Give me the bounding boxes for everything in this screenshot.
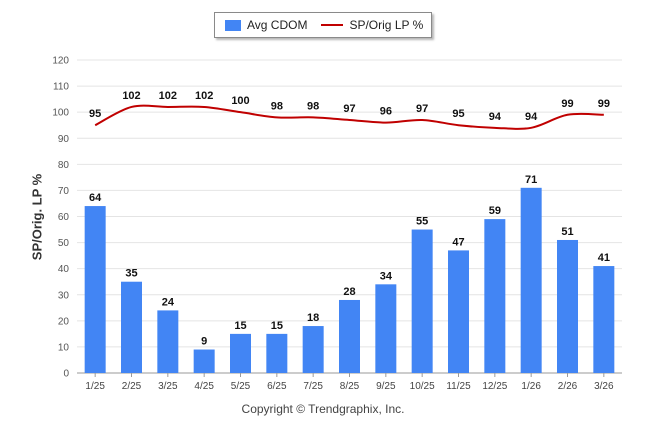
x-tick-label: 2/26	[558, 381, 578, 392]
line-series-path	[94, 104, 604, 130]
line-value-label: 94	[489, 111, 502, 123]
bar-value-label: 28	[343, 286, 355, 298]
line-value-label: 99	[561, 98, 573, 110]
line-value-label: 99	[598, 98, 610, 110]
line-value-label: 95	[89, 108, 101, 120]
y-tick-label: 90	[58, 134, 70, 145]
x-tick-label: 9/25	[376, 381, 396, 392]
bar-value-label: 15	[234, 320, 246, 332]
line-value-label: 96	[380, 106, 392, 118]
bar-value-label: 34	[380, 270, 393, 282]
legend-bar-swatch	[225, 19, 241, 31]
bar-value-label: 15	[271, 320, 283, 332]
bar	[84, 206, 106, 373]
bar-value-label: 9	[201, 336, 207, 348]
bar	[411, 229, 433, 373]
legend-item-line[interactable]: SP/Orig LP %	[307, 18, 423, 32]
bar	[557, 239, 578, 373]
bar-series	[84, 187, 615, 373]
line-value-label: 102	[122, 90, 140, 102]
y-tick-label: 0	[63, 369, 69, 380]
bar-value-label: 41	[598, 252, 610, 264]
y-tick-label: 70	[58, 186, 70, 197]
line-value-label: 98	[271, 100, 283, 112]
bar	[230, 333, 251, 373]
bar-value-label: 18	[307, 312, 319, 324]
y-tick-label: 120	[52, 56, 69, 67]
bar	[448, 250, 469, 373]
x-tick-label: 1/25	[85, 381, 105, 392]
y-axis-ticks: 0 10 20 30 40 50 60 70 80 90 100 110 120	[52, 56, 69, 380]
x-tick-label: 12/25	[482, 381, 507, 392]
x-tick-label: 3/26	[594, 381, 614, 392]
bar	[339, 299, 360, 373]
legend-line-label: SP/Orig LP %	[349, 18, 424, 32]
y-tick-label: 20	[58, 316, 70, 327]
legend-bar-label: Avg CDOM	[247, 18, 308, 32]
x-tick-label: 11/25	[446, 381, 471, 392]
x-tick-label: 4/25	[194, 381, 214, 392]
bar-data-labels: 64 35 24 9 15 15 18 28 34 55 47 59 71 51 41	[89, 174, 610, 348]
bar	[157, 310, 179, 373]
bar	[375, 284, 397, 373]
line-series	[94, 104, 604, 130]
line-value-label: 102	[159, 90, 177, 102]
x-tick-label: 3/25	[158, 381, 178, 392]
legend-item-bar[interactable]: Avg CDOM	[215, 18, 307, 32]
bar-value-label: 55	[416, 216, 428, 228]
y-tick-label: 110	[53, 82, 69, 93]
legend: Avg CDOM SP/Orig LP %	[214, 12, 432, 38]
bar-value-label: 51	[561, 226, 573, 238]
x-tick-label: 1/26	[521, 381, 541, 392]
bar-value-label: 47	[452, 236, 464, 248]
line-value-label: 102	[195, 90, 213, 102]
x-tick-label: 5/25	[231, 381, 251, 392]
bar-value-label: 64	[89, 192, 102, 204]
line-value-label: 94	[525, 111, 538, 123]
bar	[484, 219, 506, 373]
bar	[302, 326, 324, 373]
y-tick-label: 40	[58, 264, 70, 275]
y-tick-label: 100	[52, 108, 69, 119]
x-tick-label: 2/25	[122, 381, 142, 392]
y-axis-label: SP/Orig. LP %	[29, 173, 45, 261]
line-value-label: 98	[307, 100, 319, 112]
bar	[520, 187, 542, 373]
line-value-label: 100	[231, 95, 249, 107]
y-tick-label: 30	[58, 290, 70, 301]
line-value-label: 95	[452, 108, 464, 120]
y-tick-label: 50	[58, 238, 70, 249]
bar-value-label: 35	[125, 268, 137, 280]
x-tick-label: 6/25	[267, 381, 287, 392]
legend-line-swatch	[321, 24, 344, 26]
bar-value-label: 71	[525, 174, 537, 186]
bar-value-label: 59	[489, 205, 501, 217]
line-data-labels: 95 102 102 102 100 98 98 97 96 97 95 94 94 99 99	[89, 90, 610, 123]
line-value-label: 97	[416, 103, 428, 115]
bar	[193, 349, 215, 373]
y-tick-label: 10	[58, 342, 70, 353]
bar	[266, 333, 288, 373]
bar	[121, 281, 142, 373]
copyright-footer: Copyright © Trendgraphix, Inc.	[241, 402, 405, 416]
y-tick-label: 80	[58, 160, 70, 171]
bar	[593, 266, 615, 373]
x-tick-label: 7/25	[303, 381, 323, 392]
bar-value-label: 24	[162, 296, 175, 308]
x-tick-label: 8/25	[340, 381, 360, 392]
y-tick-label: 60	[58, 212, 70, 223]
x-tick-label: 10/25	[410, 381, 435, 392]
line-value-label: 97	[343, 103, 355, 115]
x-axis-ticks: 1/25 2/25 3/25 4/25 5/25 6/25 7/25 8/25 9/25 10/2…	[85, 373, 614, 392]
